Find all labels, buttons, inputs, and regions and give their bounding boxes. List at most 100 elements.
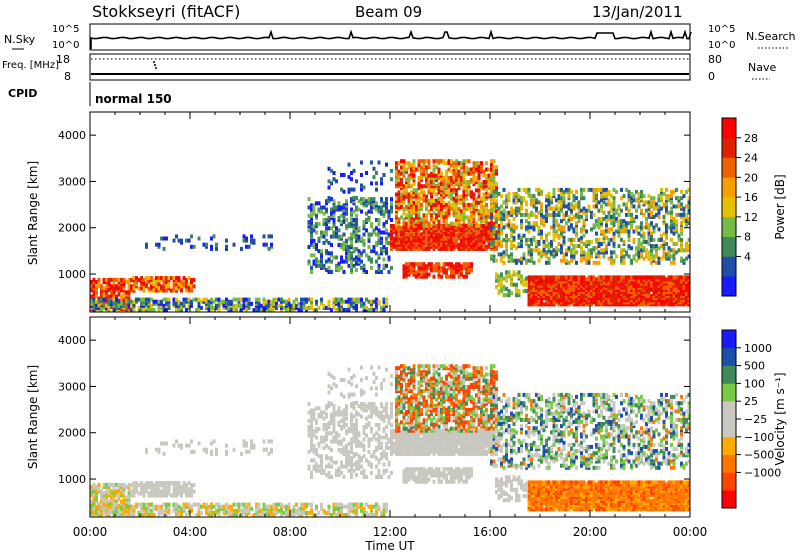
power-cell [627, 189, 631, 194]
velocity-cell [162, 487, 166, 492]
power-cell [380, 236, 383, 241]
power-cell [105, 277, 108, 282]
power-cell [310, 253, 313, 258]
velocity-cell [105, 510, 108, 515]
power-cell [597, 287, 601, 292]
power-cell [457, 219, 461, 224]
power-cell [325, 251, 328, 256]
power-cell [542, 281, 546, 286]
power-cell [452, 232, 456, 237]
power-cell [262, 242, 266, 247]
power-cell [612, 279, 616, 284]
power-cell [672, 225, 676, 230]
power-cell [410, 165, 413, 170]
power-cell [425, 232, 428, 237]
power-cell [520, 196, 523, 201]
power-cell [550, 239, 553, 244]
power-cell [317, 209, 321, 214]
power-cell [687, 221, 691, 226]
power-cell [437, 232, 441, 237]
power-cell [665, 231, 668, 236]
power-cell [675, 300, 678, 305]
power-cell [575, 275, 578, 280]
power-cell [372, 197, 376, 202]
power-cell [575, 227, 578, 232]
power-cell [207, 308, 211, 312]
power-cell [670, 285, 673, 290]
power-cell [392, 244, 396, 249]
power-cell [597, 242, 601, 246]
power-cell [602, 194, 606, 199]
power-cell [117, 290, 121, 295]
power-cell [350, 297, 353, 302]
power-cell [462, 244, 466, 249]
power-cell [315, 247, 318, 252]
power-cell [570, 250, 573, 255]
power-cell [552, 294, 556, 299]
power-cell [405, 236, 408, 241]
power-cell [435, 198, 438, 203]
power-cell [610, 221, 613, 226]
power-cell [385, 249, 388, 254]
power-cell [680, 294, 683, 299]
power-cell [415, 238, 418, 243]
power-cell [580, 258, 583, 263]
power-cell [507, 198, 511, 203]
power-cell [150, 284, 153, 289]
power-cell [542, 287, 546, 292]
power-cell [500, 210, 503, 215]
power-cell [180, 280, 183, 285]
power-cell [410, 230, 413, 235]
power-cell [105, 303, 108, 308]
power-cell [600, 296, 603, 301]
power-cell [582, 256, 586, 261]
power-cell [530, 300, 533, 305]
power-cell [412, 190, 416, 195]
power-cell [145, 308, 148, 312]
power-cell [342, 205, 346, 210]
power-cell [492, 215, 496, 220]
power-cell [600, 292, 603, 296]
power-cell [640, 254, 643, 259]
power-cell [672, 275, 676, 280]
power-cell [680, 300, 683, 305]
power-cell [412, 182, 416, 187]
power-cell [662, 217, 666, 221]
power-cell [470, 230, 473, 235]
power-cell [550, 292, 553, 296]
power-cell [495, 278, 498, 283]
power-cell [147, 286, 151, 291]
velocity-cell [187, 493, 191, 498]
power-cell [405, 262, 408, 267]
power-cell [620, 260, 623, 265]
power-cell [635, 252, 638, 257]
power-cell [167, 299, 171, 304]
power-cell [447, 223, 451, 228]
power-cell [647, 200, 651, 205]
power-cell [490, 238, 493, 243]
power-cell [322, 230, 326, 235]
power-cell [507, 210, 511, 215]
power-cell [387, 211, 391, 216]
power-cell [547, 250, 551, 255]
power-cell [407, 232, 411, 237]
power-cell [102, 288, 106, 293]
velocity-cell [132, 491, 136, 496]
power-cell [575, 223, 578, 228]
power-cell [480, 226, 483, 231]
power-cell [475, 188, 478, 193]
power-cell [332, 303, 336, 308]
power-cell [657, 204, 661, 209]
power-cell [587, 248, 591, 253]
power-cell [337, 268, 341, 272]
power-cell [462, 198, 466, 203]
power-cell [410, 171, 413, 176]
power-cell [557, 196, 561, 201]
power-cell [527, 225, 531, 230]
power-cell [327, 265, 331, 270]
power-cell [427, 159, 431, 164]
power-cell [385, 162, 388, 167]
power-cell [155, 276, 158, 281]
power-cell [502, 200, 506, 205]
power-cell [352, 257, 356, 262]
